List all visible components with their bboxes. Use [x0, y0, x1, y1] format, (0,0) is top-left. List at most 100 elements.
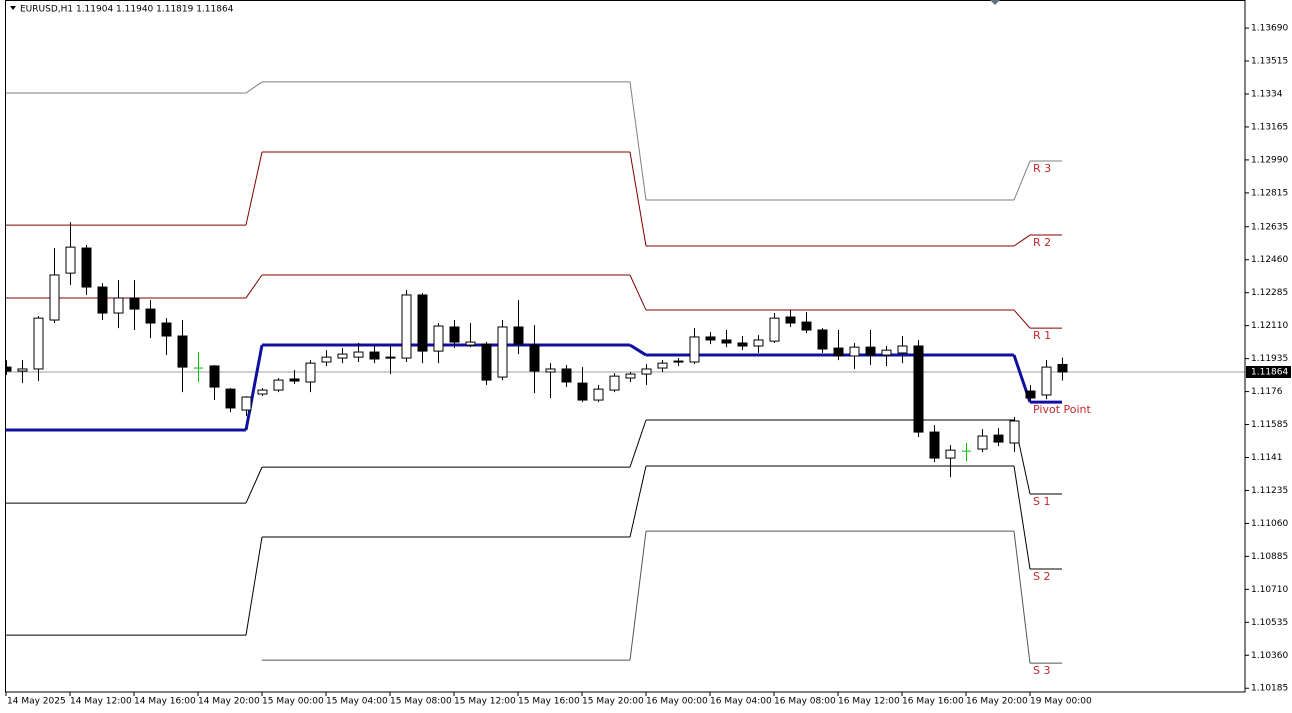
- shift-marker[interactable]: [990, 0, 1000, 5]
- candle-body: [657, 362, 668, 369]
- y-tick-label: 1.12110: [1251, 321, 1288, 331]
- candle-body: [65, 246, 76, 274]
- candle-body: [1009, 420, 1020, 444]
- candle-body: [449, 326, 460, 343]
- candle-body: [241, 396, 252, 411]
- pivot-connector: [1013, 465, 1031, 570]
- pivot-connector: [245, 274, 263, 299]
- candle-body: [513, 326, 524, 345]
- candle-body: [769, 317, 780, 342]
- x-tick-label: 16 May 04:00: [710, 697, 772, 707]
- pivot-connector: [629, 343, 647, 357]
- candle-body: [977, 435, 988, 450]
- candle-body: [177, 335, 188, 368]
- x-tick-label: 15 May 00:00: [262, 697, 324, 707]
- candle-body: [593, 388, 604, 401]
- pivot-connector: [1013, 309, 1031, 329]
- candle-body: [369, 351, 380, 360]
- candle-body: [913, 345, 924, 433]
- candle-body: [577, 382, 588, 401]
- candle-body: [49, 274, 60, 321]
- x-tick-label: 15 May 04:00: [326, 697, 388, 707]
- candle-body: [5, 366, 12, 372]
- pivot-connector: [1013, 160, 1031, 201]
- last-price-box: [1246, 365, 1291, 378]
- candle-body: [257, 389, 268, 395]
- candle-body: [481, 343, 492, 381]
- candle-body: [897, 345, 908, 354]
- y-tick-label: 1.1141: [1251, 453, 1283, 463]
- plot-frame: [5, 0, 1246, 693]
- candle-body: [561, 368, 572, 383]
- candle-body: [721, 339, 732, 344]
- candle-body: [337, 353, 348, 359]
- x-tick-label: 15 May 08:00: [390, 697, 452, 707]
- y-tick-label: 1.10885: [1251, 552, 1288, 562]
- candle-body: [497, 326, 508, 378]
- candle-body: [289, 378, 300, 382]
- pivot-connector: [244, 344, 264, 431]
- candle-body: [385, 356, 396, 359]
- level-label: R 1: [1033, 329, 1051, 342]
- pivot-connector: [1013, 234, 1031, 247]
- y-tick-label: 1.1176: [1251, 387, 1283, 397]
- x-tick-label: 19 May 00:00: [1030, 697, 1092, 707]
- x-tick-label: 14 May 16:00: [134, 697, 196, 707]
- x-tick-label: 16 May 12:00: [838, 697, 900, 707]
- menu-arrow[interactable]: [10, 6, 16, 10]
- pivot-connector: [629, 151, 647, 247]
- plot-area: R 3 R 2 R 1 Pivot Point S 1 S 2 S 3: [5, 81, 1245, 677]
- candle-body: [417, 294, 428, 352]
- candle-body: [785, 316, 796, 324]
- candle-body: [609, 375, 620, 391]
- x-tick-label: 14 May 12:00: [70, 697, 132, 707]
- y-tick-label: 1.10710: [1251, 585, 1288, 595]
- x-tick-label: 15 May 20:00: [582, 697, 644, 707]
- candle-body: [81, 247, 92, 288]
- candle-body: [673, 360, 684, 363]
- y-tick-label: 1.11585: [1251, 420, 1288, 430]
- x-tick-label: 15 May 16:00: [518, 697, 580, 707]
- y-tick-label: 1.12285: [1251, 288, 1288, 298]
- candle-body: [33, 317, 44, 370]
- pivot-connector: [245, 536, 263, 636]
- candle-body: [1025, 390, 1036, 399]
- candle-body: [529, 344, 540, 372]
- x-tick-label: 14 May 20:00: [198, 697, 260, 707]
- candle-body: [465, 341, 476, 346]
- candle-body: [849, 346, 860, 357]
- candle-body: [1057, 363, 1068, 373]
- pivot-connector: [245, 81, 263, 94]
- candle-body: [1041, 366, 1052, 396]
- candle-body: [401, 294, 412, 359]
- candle-body: [113, 297, 124, 314]
- candle-body: [737, 342, 748, 347]
- pivot-connector: [629, 465, 647, 538]
- pivot-connector: [629, 531, 647, 661]
- y-tick-label: 1.11235: [1251, 486, 1288, 496]
- candle-body: [97, 286, 108, 314]
- candle-body: [641, 368, 652, 375]
- x-tick-label: 16 May 00:00: [646, 697, 708, 707]
- y-tick-label: 1.11060: [1251, 519, 1288, 529]
- candle-body: [225, 388, 236, 409]
- level-label: R 3: [1033, 162, 1051, 175]
- candle-body: [161, 322, 172, 337]
- y-tick-label: 1.13165: [1251, 122, 1288, 132]
- y-tick-label: 1.13690: [1251, 24, 1288, 34]
- chart-title: EURUSD,H1 1.11904 1.11940 1.11819 1.1186…: [20, 5, 234, 15]
- y-tick-label: 1.1334: [1251, 89, 1283, 99]
- x-tick-label: 16 May 16:00: [902, 697, 964, 707]
- candle-body: [993, 434, 1004, 443]
- y-tick-label: 1.13515: [1251, 57, 1288, 67]
- candle-body: [705, 336, 716, 341]
- candle-body: [689, 336, 700, 363]
- candle-body: [321, 356, 332, 363]
- candle-body: [353, 351, 364, 358]
- candle-body: [129, 297, 140, 310]
- y-tick-label: 1.12815: [1251, 188, 1288, 198]
- x-tick-label: 14 May 2025: [7, 697, 66, 707]
- candle-body: [801, 321, 812, 331]
- candle-body: [881, 349, 892, 356]
- candle-body: [145, 308, 156, 324]
